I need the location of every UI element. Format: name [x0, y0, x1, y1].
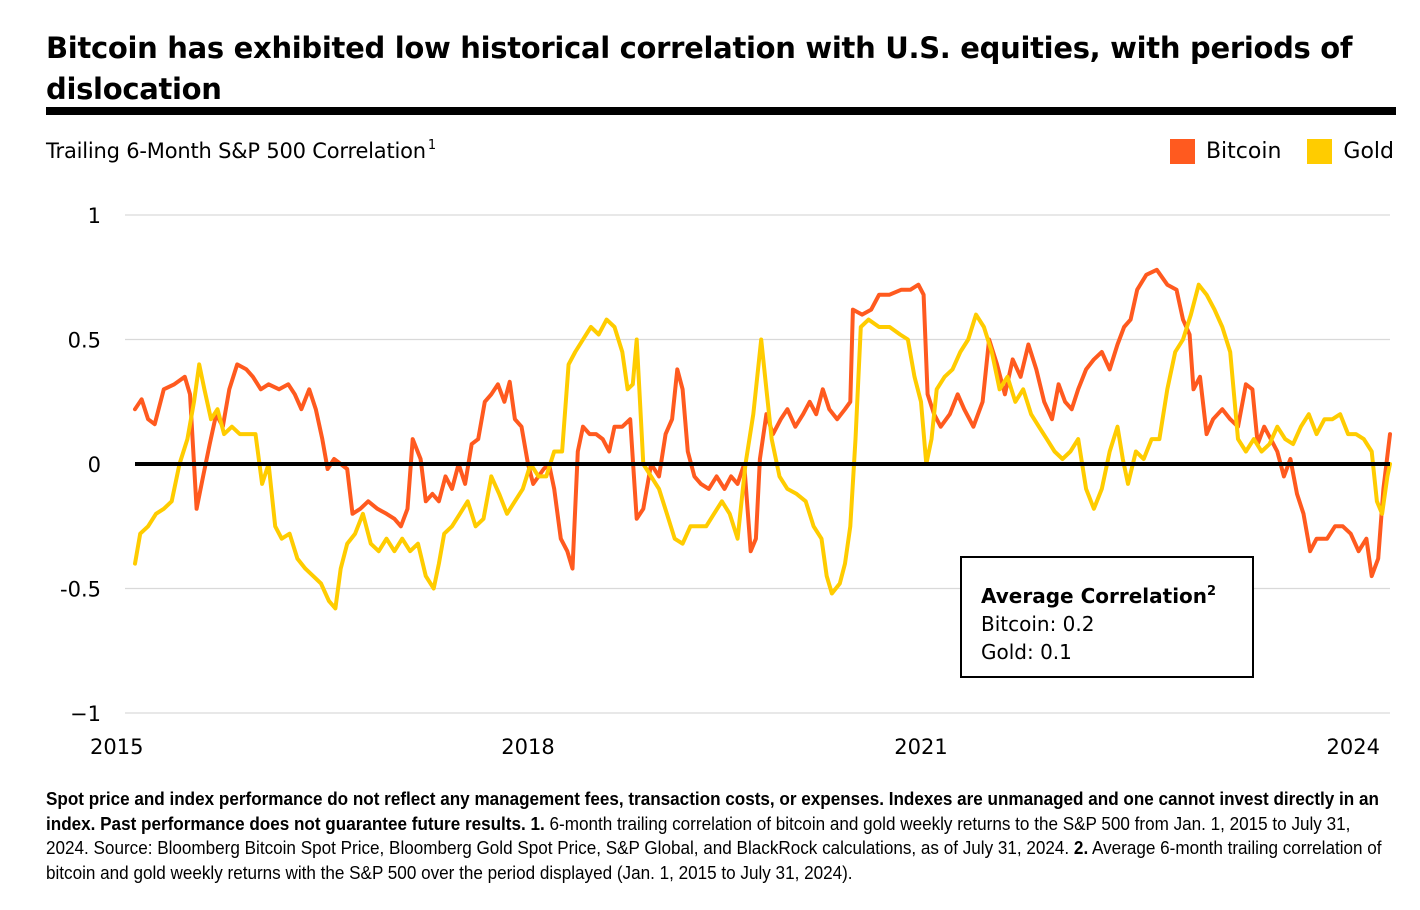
average-correlation-box: Average Correlation2 Bitcoin: 0.2 Gold: … — [960, 556, 1254, 678]
chart-subtitle: Trailing 6-Month S&P 500 Correlation 1 — [46, 138, 436, 163]
average-correlation-title-text: Average Correlation — [981, 584, 1208, 608]
grid-lines — [125, 214, 1390, 714]
legend-swatch-bitcoin — [1169, 139, 1195, 164]
footnote-1-number: 1. — [530, 813, 545, 834]
legend-item-bitcoin: Bitcoin — [1169, 139, 1282, 164]
x-axis-labels: 2015 2018 2021 2024 — [90, 735, 1380, 759]
legend-item-gold: Gold — [1307, 139, 1394, 164]
average-correlation-gold: Gold: 0.1 — [981, 640, 1072, 664]
footnotes: Spot price and index performance do not … — [46, 787, 1398, 885]
footnote-2-text: Average 6-month trailing correlation of … — [46, 838, 1382, 883]
y-tick-label: −1 — [70, 702, 101, 726]
y-tick-label: 1 — [88, 204, 101, 228]
average-correlation-title: Average Correlation2 — [981, 578, 1252, 610]
x-tick-label: 2024 — [1327, 735, 1380, 759]
legend: Bitcoin Gold — [1144, 139, 1394, 164]
series-lines — [133, 267, 1392, 611]
x-tick-label: 2015 — [90, 735, 143, 759]
legend-swatch-gold — [1307, 139, 1333, 164]
subtitle-footnote-marker: 1 — [427, 138, 436, 153]
x-tick-label: 2018 — [501, 735, 554, 759]
legend-label-gold: Gold — [1343, 139, 1394, 164]
y-tick-label: -0.5 — [60, 578, 101, 602]
series-line-gold — [133, 282, 1392, 611]
chart-title: Bitcoin has exhibited low historical cor… — [46, 31, 1353, 106]
x-tick-label: 2021 — [894, 735, 947, 759]
y-tick-label: 0.5 — [68, 329, 101, 353]
footnote-2-number: 2. — [1073, 838, 1089, 858]
subtitle-text: Trailing 6-Month S&P 500 Correlation — [46, 139, 426, 163]
footnote-1-text: 6-month trailing correlation of bitcoin … — [46, 813, 1351, 859]
average-correlation-bitcoin: Bitcoin: 0.2 — [981, 612, 1095, 636]
title-rule — [46, 107, 1396, 115]
average-correlation-footnote-marker: 2 — [1207, 584, 1217, 599]
correlation-line-chart: 1 0.5 0 -0.5 −1 2015 2018 2021 2024 — [60, 204, 1392, 759]
y-axis-labels: 1 0.5 0 -0.5 −1 — [60, 204, 101, 726]
y-tick-label: 0 — [88, 453, 101, 477]
disclaimer-text: Spot price and index performance do not … — [46, 789, 1379, 834]
series-line-bitcoin — [133, 267, 1392, 579]
legend-label-bitcoin: Bitcoin — [1205, 139, 1282, 164]
